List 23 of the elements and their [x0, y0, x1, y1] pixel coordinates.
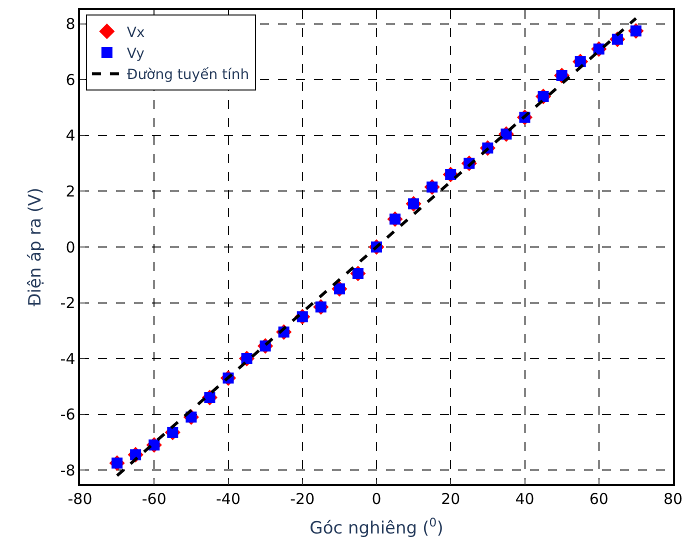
- x-tick-label: 40: [515, 490, 534, 508]
- y-tick-label: -6: [60, 406, 76, 424]
- y-tick-label: 8: [66, 15, 76, 34]
- x-tick-label: -80: [68, 490, 92, 508]
- y-tick-label: -2: [60, 294, 76, 312]
- x-tick-label: 60: [589, 490, 608, 508]
- y-tick-label: 4: [66, 126, 76, 145]
- x-tick-label: 0: [372, 490, 382, 508]
- y-tick-label: -4: [60, 350, 76, 368]
- x-axis-title: Góc nghiêng ($^{0}$): [310, 516, 444, 539]
- x-tick-label: 20: [441, 490, 460, 508]
- legend-label: Đường tuyến tính: [126, 67, 250, 84]
- y-tick-label: 6: [66, 70, 76, 89]
- x-tick-label: 80: [663, 490, 683, 508]
- y-tick-label: -8: [60, 461, 76, 480]
- x-tick-label: -40: [216, 490, 240, 508]
- x-tick-label: -60: [142, 490, 166, 508]
- legend-label: Vy: [126, 46, 144, 62]
- y-tick-label: 0: [66, 238, 76, 256]
- y-axis-title: Điện áp ra (V): [25, 188, 46, 306]
- x-tick-label: -20: [290, 490, 315, 508]
- legend-label: Vx: [126, 24, 145, 41]
- y-tick-label: 2: [66, 182, 76, 200]
